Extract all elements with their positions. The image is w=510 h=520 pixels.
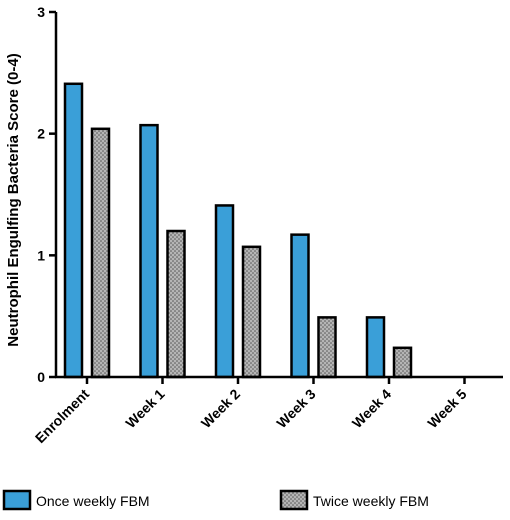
bar-once-enrolment: [63, 82, 84, 379]
bar-once-week-1: [139, 123, 159, 379]
bar-once-week-4: [365, 316, 386, 379]
x-tick-label: Week 3: [273, 386, 318, 431]
x-tick-label: Enrolment: [32, 386, 93, 447]
legend-label-once-weekly: Once weekly FBM: [36, 493, 150, 509]
axes-group: [54, 12, 503, 379]
y-tick-label: 0: [37, 369, 45, 385]
bar-once-week-2: [214, 204, 235, 379]
legend: Once weekly FBM Twice weekly FBM: [2, 489, 429, 511]
x-tick-label: Week 5: [424, 386, 469, 431]
bar-twice-week-3: [317, 316, 337, 379]
y-axis-title: Neutrophil Engulfing Bacteria Score (0-4…: [5, 53, 22, 346]
y-tick-label: 2: [37, 126, 45, 142]
bar-once-week-3: [290, 233, 310, 379]
y-ticks-group: 0 1 2 3: [37, 4, 56, 385]
bar-twice-enrolment: [90, 127, 111, 379]
legend-label-twice-weekly: Twice weekly FBM: [313, 493, 429, 509]
legend-swatch-twice-weekly: [279, 489, 309, 511]
legend-swatch-once-weekly: [2, 489, 32, 511]
x-ticks-group: Enrolment Week 1 Week 2 Week 3 Week 4 Week 5: [32, 377, 470, 446]
x-tick-label: Week 4: [349, 386, 394, 431]
x-tick-label: Week 1: [122, 386, 167, 431]
bar-twice-week-1: [166, 229, 186, 379]
bar-twice-week-4: [392, 346, 413, 379]
bars-group: [63, 82, 413, 379]
y-tick-label: 3: [37, 4, 45, 20]
x-tick-label: Week 2: [198, 386, 243, 431]
bar-twice-week-2: [241, 245, 262, 379]
y-tick-label: 1: [37, 247, 45, 263]
